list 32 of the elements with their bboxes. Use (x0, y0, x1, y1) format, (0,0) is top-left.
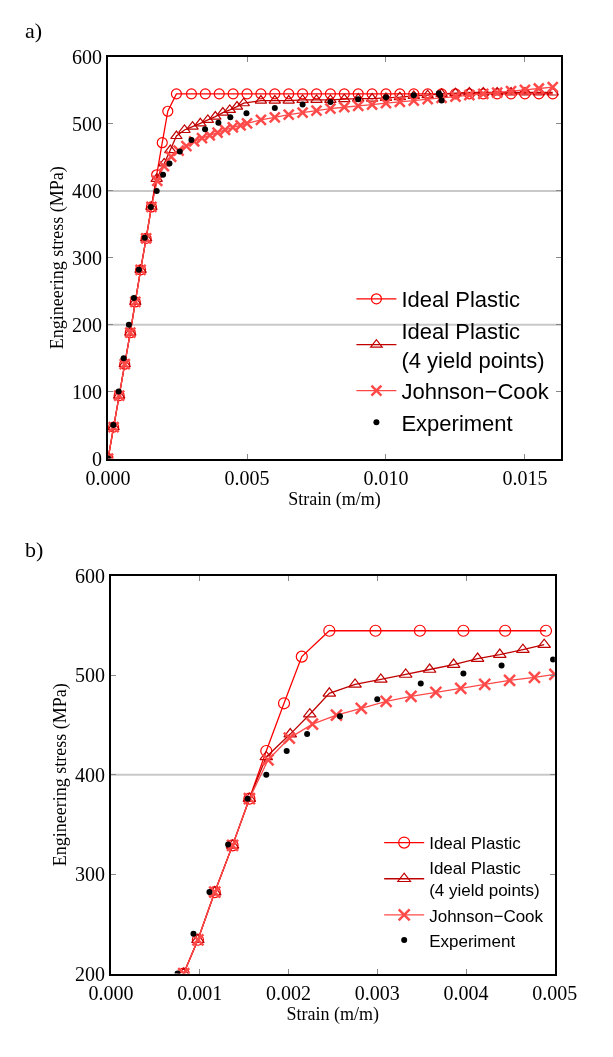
legend-label: Ideal Plastic (429, 834, 522, 854)
x-tick-label: 0.010 (363, 466, 409, 489)
legend-label: Ideal Plastic (4 yield points) (401, 318, 545, 373)
x-tick-label: 0.001 (177, 981, 223, 1004)
x-axis-title: Strain (m/m) (288, 488, 381, 510)
x-tick-label: 0.005 (532, 981, 578, 1004)
legend-label: Johnson−Cook (401, 379, 550, 405)
x-tick-label: 0.003 (354, 981, 400, 1004)
legend-label: Ideal Plastic (401, 287, 521, 313)
legend-label: Experiment (401, 410, 513, 436)
x-tick-label: 0.015 (502, 466, 548, 489)
y-axis-title: Engineering stress (MPa) (49, 683, 71, 867)
y-axis-title: Engineering stress (MPa) (46, 166, 68, 350)
y-tick-label: 500 (72, 112, 103, 135)
x-axis-title: Strain (m/m) (286, 1003, 380, 1025)
chart-title: a) (25, 18, 43, 43)
y-tick-label: 500 (74, 664, 105, 687)
y-tick-label: 300 (72, 246, 103, 269)
y-tick-label: 600 (72, 46, 103, 69)
x-tick-label: 0.005 (224, 466, 270, 489)
x-tick-label: 0.004 (443, 981, 489, 1004)
legend-label: Experiment (429, 931, 516, 951)
legend-label: Johnson−Cook (429, 906, 544, 926)
chart-title: b) (25, 537, 44, 562)
y-tick-label: 100 (72, 380, 103, 403)
y-tick-label: 400 (72, 179, 103, 202)
y-tick-label: 400 (74, 763, 105, 786)
legend-label: Ideal Plastic (4 yield points) (429, 859, 540, 901)
y-tick-label: 300 (74, 863, 105, 886)
y-tick-label: 200 (72, 313, 103, 336)
y-tick-label: 600 (74, 565, 105, 588)
x-tick-label: 0.002 (265, 981, 311, 1004)
